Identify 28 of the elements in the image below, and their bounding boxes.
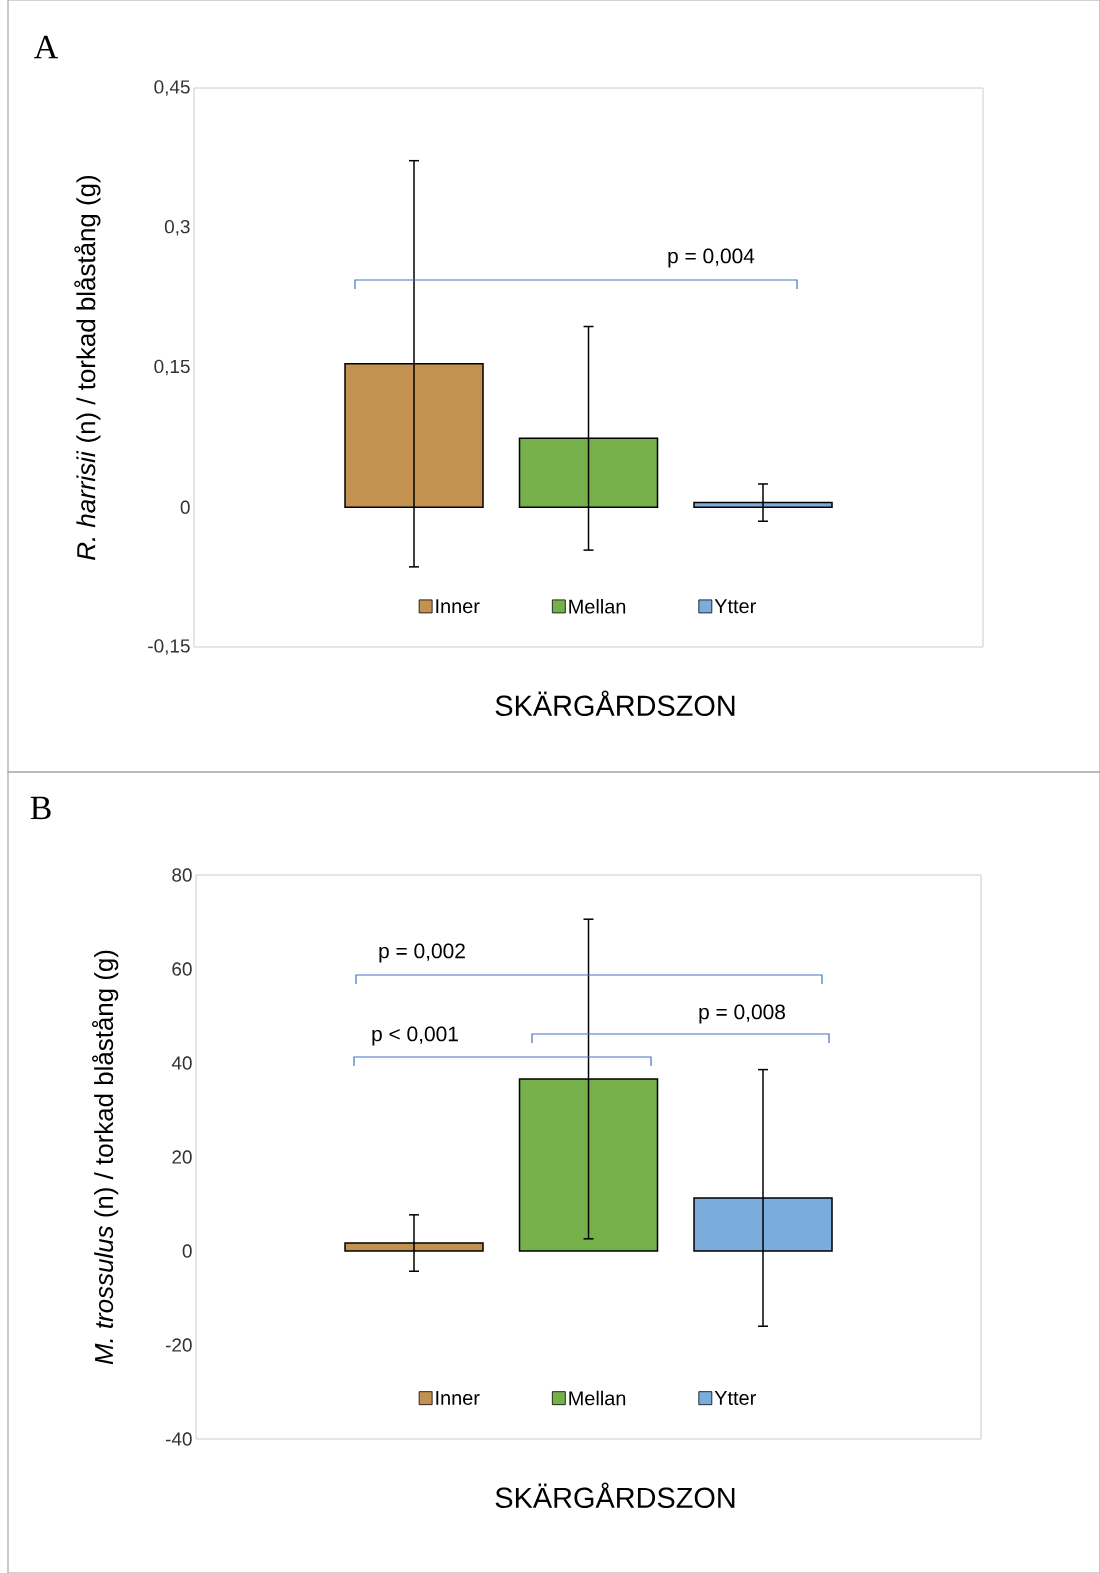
y-tick-label: 60: [172, 962, 192, 976]
y-tick-label: 0: [182, 1244, 192, 1258]
y-tick-label: -40: [165, 1432, 192, 1446]
y-axis-title: R. harrisii (n) / torkad blåstång (g): [74, 175, 101, 560]
legend-label: Inner: [436, 599, 480, 614]
chart-title: B: [30, 796, 51, 820]
y-tick-label: 0,45: [154, 80, 190, 96]
legend-label: Ytter: [714, 1391, 756, 1405]
y-tick-label: 0,3: [164, 219, 190, 236]
legend-label: Mellan: [569, 598, 626, 614]
annotation: p = 0,002: [379, 943, 465, 963]
y-tick-label: -0,15: [148, 639, 190, 655]
y-tick-label: 0,15: [154, 359, 190, 376]
legend-label: Mellan: [569, 1390, 626, 1406]
y-tick-label: 40: [171, 1056, 192, 1070]
annotation: p = 0,008: [699, 1004, 785, 1024]
y-tick-label: -20: [165, 1338, 192, 1352]
annotation: p < 0,001: [372, 1026, 458, 1046]
y-tick-label: 20: [172, 1150, 192, 1164]
y-axis-title: M. trossulus (n) / torkad blåstång (g): [92, 950, 119, 1365]
y-tick-label: 0: [180, 500, 190, 514]
annotation: p = 0,004: [668, 248, 755, 268]
chart-title: A: [34, 35, 58, 59]
y-tick-label: 80: [172, 868, 192, 882]
x-axis-title: SKÄRGÅRDSZON: [495, 690, 735, 717]
legend-label: Ytter: [714, 599, 756, 614]
legend-label: Inner: [436, 1391, 480, 1405]
x-axis-title: SKÄRGÅRDSZON: [495, 1482, 735, 1509]
